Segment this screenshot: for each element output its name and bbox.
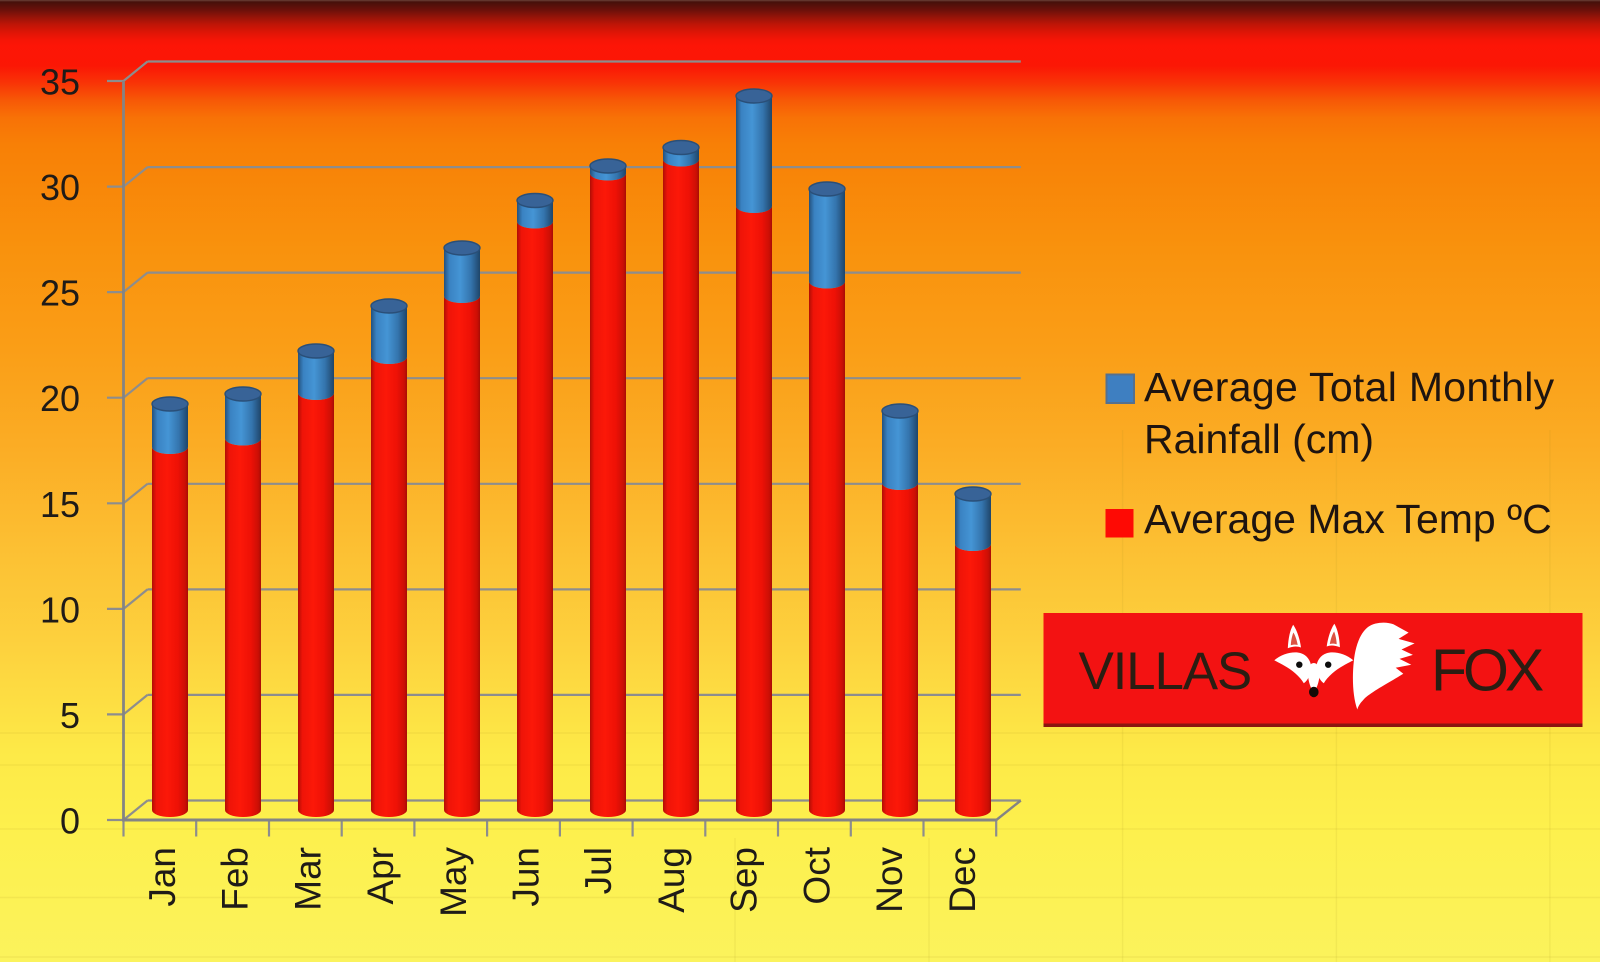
svg-text:25: 25 [40, 273, 80, 314]
svg-text:Aug: Aug [651, 847, 692, 913]
svg-text:Jun: Jun [506, 847, 547, 907]
svg-text:Average Max Temp ºC: Average Max Temp ºC [1144, 496, 1552, 542]
svg-text:FOX: FOX [1431, 638, 1544, 704]
svg-text:Jul: Jul [578, 847, 619, 894]
svg-text:Sep: Sep [724, 847, 765, 913]
svg-text:May: May [433, 847, 474, 917]
svg-text:20: 20 [40, 378, 80, 419]
svg-text:Oct: Oct [796, 846, 837, 904]
svg-text:VILLAS: VILLAS [1079, 642, 1252, 701]
svg-text:5: 5 [60, 695, 80, 736]
svg-text:Average Total Monthly: Average Total Monthly [1144, 364, 1555, 410]
svg-text:Mar: Mar [287, 847, 328, 911]
svg-text:0: 0 [60, 801, 80, 842]
svg-text:Jan: Jan [142, 847, 183, 907]
svg-text:10: 10 [40, 589, 80, 630]
svg-text:15: 15 [40, 484, 80, 525]
svg-text:Nov: Nov [869, 847, 910, 913]
svg-text:Apr: Apr [360, 847, 401, 905]
svg-text:Rainfall (cm): Rainfall (cm) [1144, 416, 1374, 462]
svg-text:Dec: Dec [942, 847, 983, 913]
svg-text:30: 30 [40, 167, 80, 208]
svg-text:Feb: Feb [215, 847, 256, 911]
svg-text:35: 35 [40, 62, 80, 103]
